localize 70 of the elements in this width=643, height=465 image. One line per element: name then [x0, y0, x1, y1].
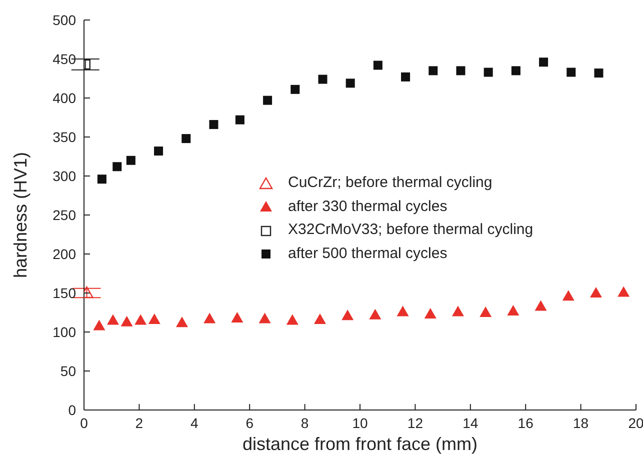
- point: [428, 66, 438, 76]
- point: [176, 316, 188, 328]
- x-tick-label: 20: [628, 414, 643, 431]
- point: [594, 68, 604, 78]
- x-tick-label: 16: [518, 414, 534, 431]
- legend-label: after 500 thermal cycles: [288, 244, 448, 262]
- legend-label: X32CrMoV33; before thermal cycling: [288, 221, 534, 238]
- legend-label: CuCrZr; before thermal cycling: [288, 174, 492, 192]
- point: [231, 312, 244, 322]
- point: [134, 314, 147, 325]
- point: [456, 66, 466, 76]
- point: [562, 290, 574, 301]
- point: [369, 308, 382, 320]
- x-tick-label: 12: [407, 414, 424, 431]
- x-tick-label: 10: [352, 414, 368, 431]
- point: [396, 306, 409, 316]
- point: [539, 58, 548, 67]
- point: [452, 306, 464, 316]
- point: [566, 68, 576, 77]
- point: [401, 72, 410, 82]
- y-tick-label: 250: [52, 206, 76, 223]
- point: [112, 162, 122, 172]
- x-tick-label: 18: [573, 414, 589, 431]
- point: [154, 146, 164, 156]
- point: [126, 156, 136, 165]
- y-tick-label: 300: [52, 168, 76, 184]
- point: [346, 78, 355, 88]
- point: [148, 314, 160, 324]
- point: [618, 286, 630, 297]
- y-tick-label: 150: [52, 284, 76, 301]
- x-tick-label: 14: [462, 414, 478, 431]
- point: [120, 316, 133, 326]
- point: [342, 310, 354, 320]
- point: [424, 308, 436, 319]
- legend-label: after 330 thermal cycles: [288, 198, 448, 215]
- point: [373, 60, 382, 70]
- y-tick-label: 50: [60, 362, 76, 379]
- y-tick-label: 100: [52, 324, 76, 340]
- point: [480, 306, 492, 317]
- point: [204, 312, 216, 324]
- point: [484, 68, 493, 77]
- point: [263, 96, 272, 105]
- point: [235, 115, 244, 124]
- point: [106, 314, 119, 325]
- point: [258, 312, 271, 324]
- y-tick-label: 0: [68, 402, 76, 418]
- y-tick-label: 500: [52, 12, 76, 28]
- point: [590, 287, 602, 298]
- point: [97, 174, 106, 184]
- point: [534, 300, 547, 311]
- x-tick-label: 6: [246, 414, 254, 431]
- point: [182, 134, 191, 144]
- x-tick-label: 2: [135, 414, 144, 431]
- y-tick-label: 400: [52, 90, 76, 106]
- y-tick-label: 200: [52, 246, 76, 262]
- point: [511, 66, 520, 76]
- point: [93, 320, 106, 330]
- point: [209, 120, 218, 130]
- point: [314, 314, 326, 324]
- point: [286, 314, 298, 325]
- x-tick-label: 0: [80, 414, 88, 431]
- y-tick-label: 450: [52, 50, 76, 67]
- point: [318, 74, 328, 84]
- y-tick-label: 350: [52, 128, 76, 145]
- point: [290, 84, 300, 94]
- y-axis-title: hardness (HV1): [10, 152, 30, 278]
- point: [507, 304, 520, 316]
- x-tick-label: 4: [190, 414, 198, 431]
- x-tick-label: 8: [300, 414, 309, 431]
- x-axis-title: distance from front face (mm): [242, 434, 478, 454]
